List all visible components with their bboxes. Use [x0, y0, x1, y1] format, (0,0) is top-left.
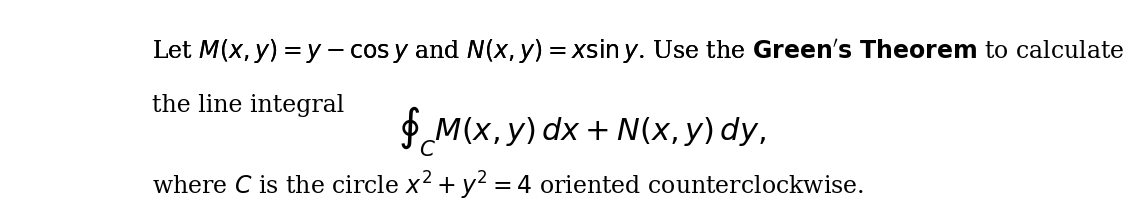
Text: Let $M(x, y) = y - \cos y$ and $N(x, y) = x\sin y$. Use the: Let $M(x, y) = y - \cos y$ and $N(x, y) … [152, 37, 747, 65]
Text: where $C$ is the circle $x^2 + y^2 = 4$ oriented counterclockwise.: where $C$ is the circle $x^2 + y^2 = 4$ … [152, 170, 865, 202]
Text: $\oint_{C} M(x, y)\, dx + N(x, y)\, dy,$: $\oint_{C} M(x, y)\, dx + N(x, y)\, dy,$ [397, 104, 766, 159]
Text: Let $M(x, y) = y - \cos y$ and $N(x, y) = x\sin y$. Use the $\mathbf{Green's\ Th: Let $M(x, y) = y - \cos y$ and $N(x, y) … [152, 37, 1125, 66]
Text: the line integral: the line integral [152, 94, 345, 117]
